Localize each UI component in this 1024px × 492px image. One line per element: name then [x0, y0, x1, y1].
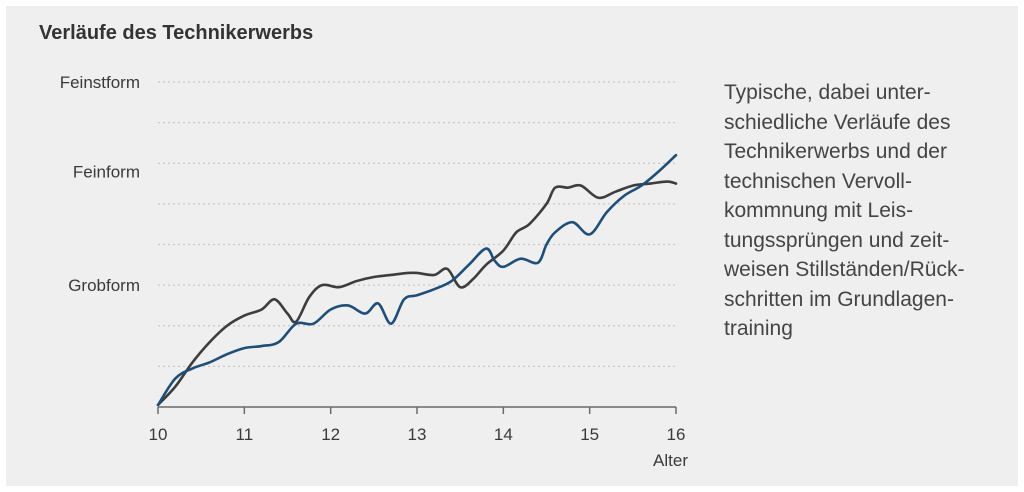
caption-line: Typische, dabei unter- — [724, 81, 931, 104]
figure-panel: Verläufe des Technikerwerbs Feinstform Fe… — [6, 6, 1018, 486]
caption-line: Technikerwerbs und der — [724, 140, 947, 163]
x-tick-label: 10 — [149, 425, 168, 444]
y-level-label: Grobform — [68, 276, 140, 295]
series-line-dark — [156, 180, 678, 407]
x-tick-label: 16 — [667, 425, 686, 444]
y-level-label: Feinstform — [60, 73, 140, 92]
x-tick-labels: 10 11 12 13 14 15 16 — [149, 407, 686, 444]
caption-line: training — [724, 317, 793, 340]
caption-line: technischen Vervoll- — [724, 169, 912, 193]
gridlines — [158, 81, 676, 367]
x-axis-label: Alter — [653, 451, 688, 470]
caption-line: schritten im Grundlagen- — [724, 287, 954, 311]
x-tick-label: 15 — [580, 425, 599, 444]
caption-text: Typische, dabei unter-schiedliche Verläu… — [724, 78, 994, 344]
chart-title: Verläufe des Technikerwerbs — [39, 22, 314, 44]
caption-line: tungssprüngen und zeit- — [724, 228, 950, 252]
caption-line: schiedliche Verläufe des — [724, 110, 951, 134]
caption-line: kommnung mit Leis- — [724, 199, 914, 222]
series-lines — [156, 153, 678, 407]
series-line-blue — [156, 153, 678, 407]
x-tick-label: 14 — [494, 425, 513, 444]
caption-line: weisen Stillständen/Rück- — [724, 258, 965, 281]
y-level-labels: Feinstform Feinform Grobform — [60, 73, 140, 295]
x-tick-label: 12 — [321, 425, 340, 444]
x-tick-label: 13 — [408, 425, 427, 444]
y-level-label: Feinform — [73, 162, 140, 181]
x-tick-label: 11 — [236, 425, 254, 444]
